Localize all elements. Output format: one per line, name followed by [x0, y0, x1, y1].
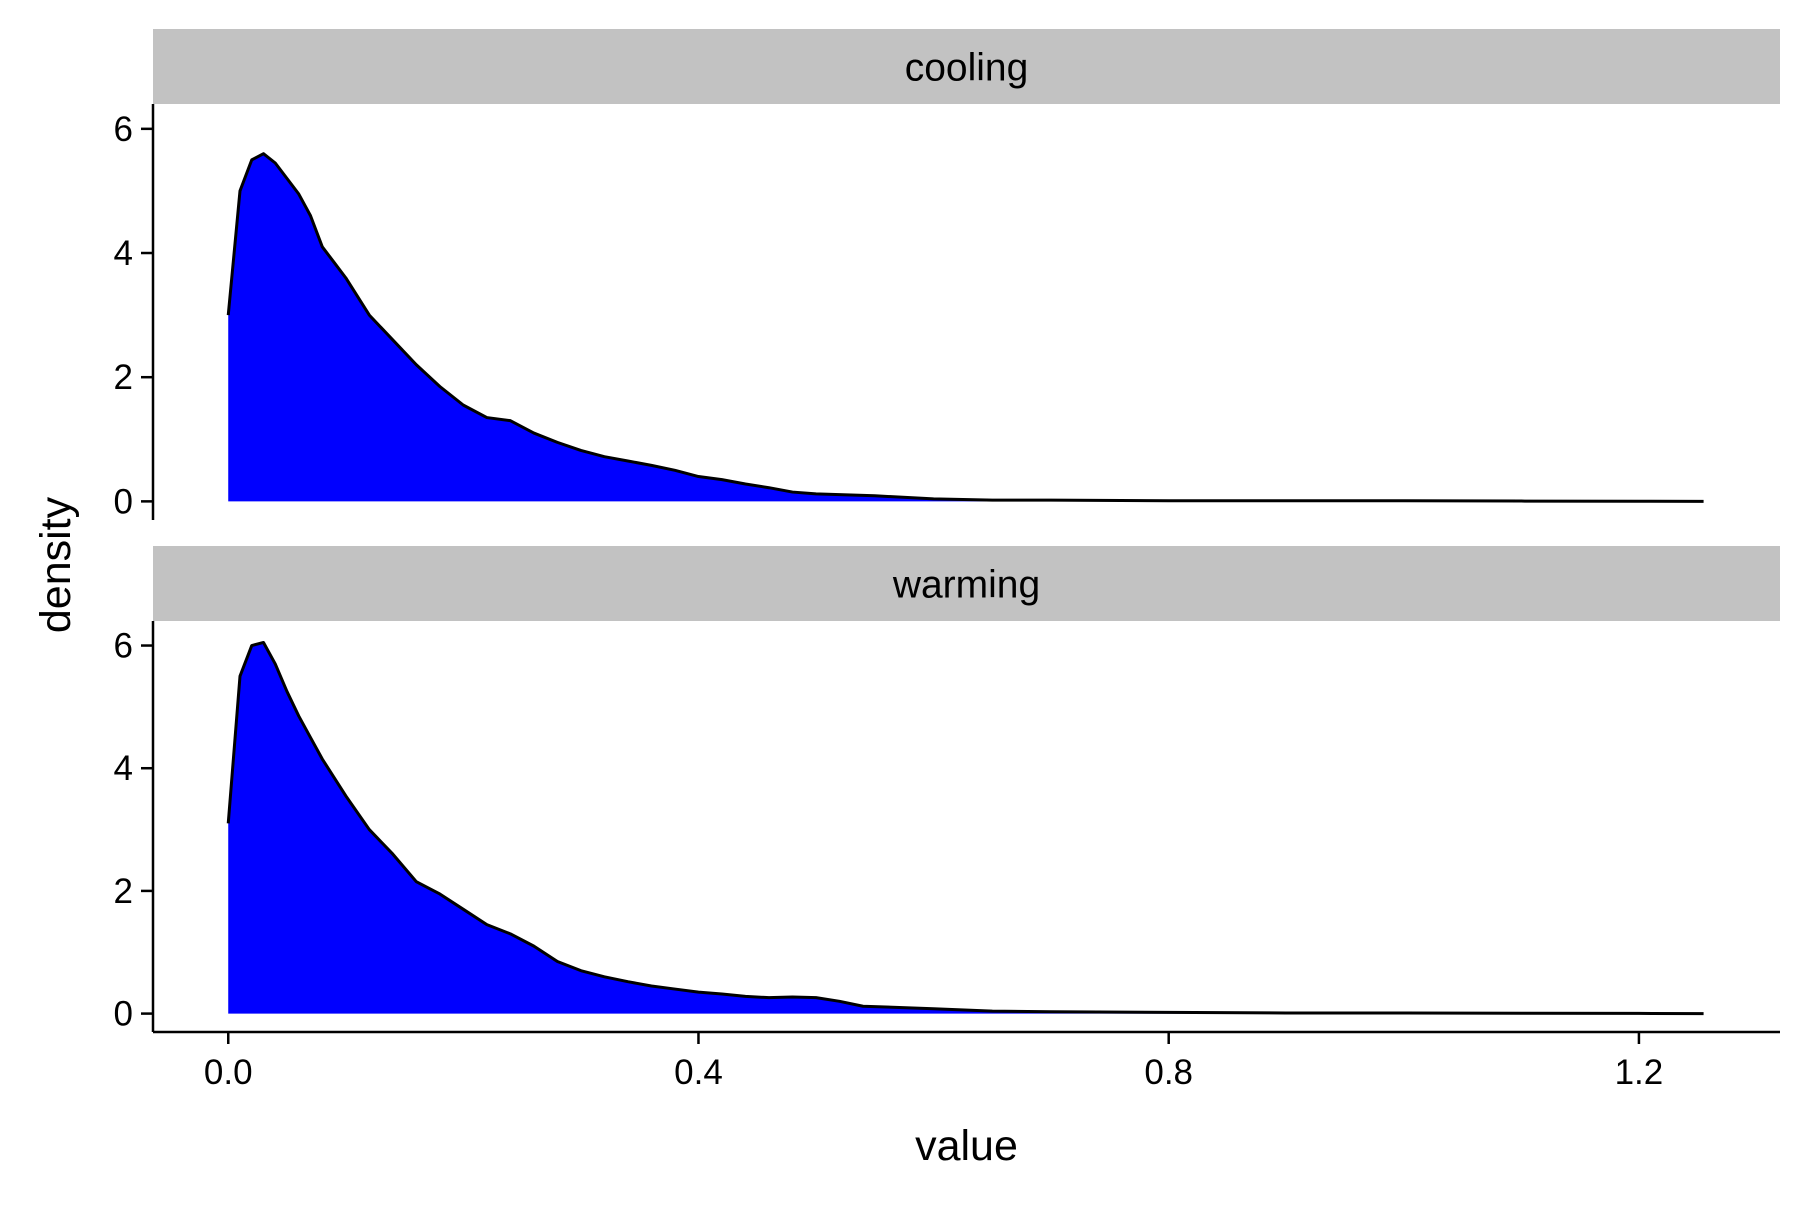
facet-strip-label: cooling — [905, 47, 1029, 90]
x-tick-label: 1.2 — [1615, 1053, 1664, 1092]
density-area-warming — [228, 642, 1704, 1014]
facet-strip-cooling — [153, 29, 1780, 104]
density-line-cooling — [226, 152, 1704, 503]
y-tick-label: 6 — [114, 110, 133, 149]
y-tick-label: 2 — [114, 872, 133, 911]
y-tick-label: 0 — [114, 482, 133, 521]
y-tick-label: 2 — [114, 358, 133, 397]
x-tick-label: 0.8 — [1144, 1053, 1193, 1092]
x-tick-label: 0.0 — [204, 1053, 253, 1092]
density-line-warming — [226, 640, 1704, 1016]
y-tick-label: 4 — [114, 749, 133, 788]
y-tick-label: 4 — [114, 234, 133, 273]
y-tick-label: 0 — [114, 995, 133, 1034]
facet-strip-label: warming — [892, 564, 1040, 607]
density-area-cooling — [228, 153, 1704, 502]
x-tick-label: 0.4 — [674, 1053, 723, 1092]
y-tick-label: 6 — [114, 627, 133, 666]
y-axis-title: density — [32, 496, 80, 633]
x-axis-title: value — [915, 1122, 1018, 1170]
facet-strip-warming — [153, 546, 1780, 621]
